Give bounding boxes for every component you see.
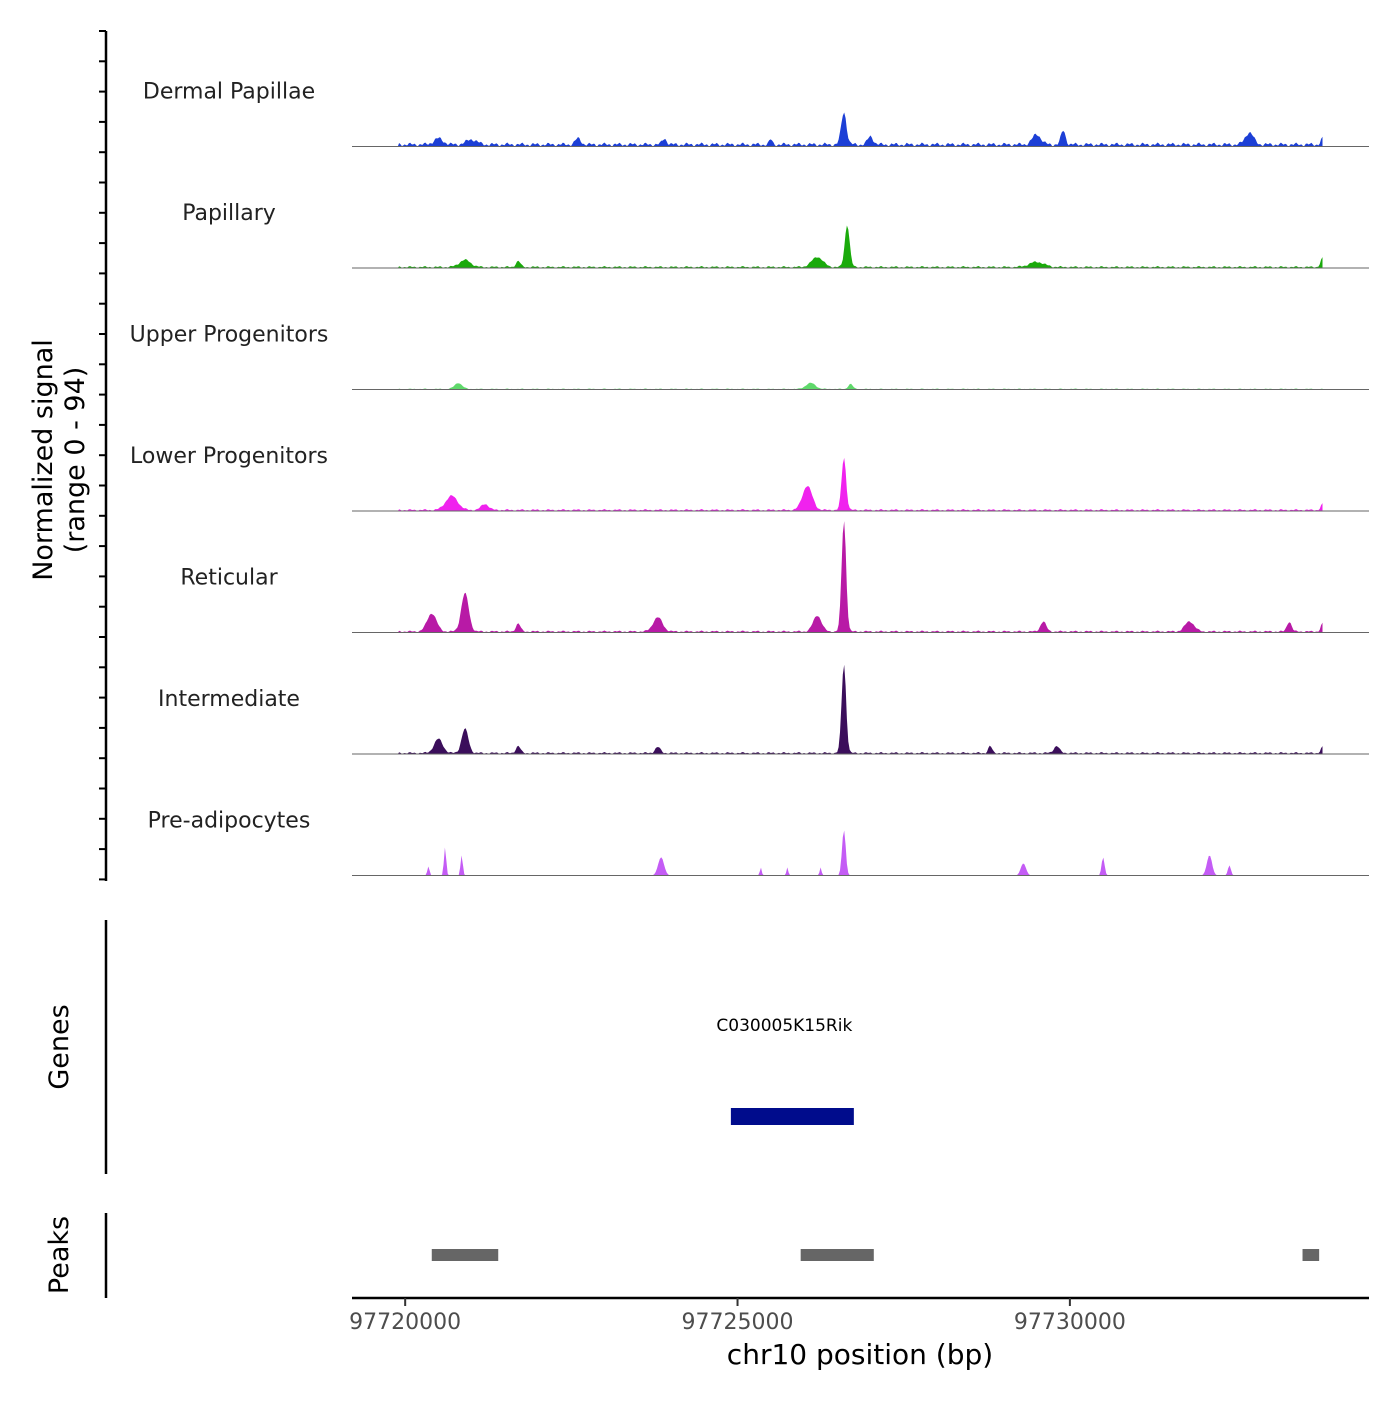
x-tick-label: 97720000 xyxy=(349,1310,461,1335)
track-signal-area xyxy=(352,112,1323,147)
peak-region xyxy=(800,1249,874,1261)
track-label: Intermediate xyxy=(158,687,300,712)
track-2: Upper Progenitors xyxy=(130,323,1369,390)
track-signal-area xyxy=(352,457,1323,511)
track-6: Pre-adipocytes xyxy=(148,809,1369,876)
track-signal-area xyxy=(352,830,1323,876)
track-signal-area xyxy=(352,382,1323,390)
genes-layer: C030005K15Rik xyxy=(716,1016,854,1125)
track-5: Intermediate xyxy=(158,664,1369,755)
track-signal-area xyxy=(352,664,1323,754)
track-label: Upper Progenitors xyxy=(130,323,329,348)
track-3: Lower Progenitors xyxy=(130,444,1369,512)
peak-region xyxy=(431,1249,499,1261)
track-label: Lower Progenitors xyxy=(130,444,328,469)
x-tick-label: 97725000 xyxy=(682,1310,794,1335)
gene-body xyxy=(730,1108,854,1125)
x-axis-ticks: 97720000 97725000 97730000 xyxy=(349,1298,1126,1335)
peaks-layer xyxy=(431,1249,1320,1261)
track-label: Dermal Papillae xyxy=(143,80,315,105)
track-1: Papillary xyxy=(182,201,1369,269)
track-signal-area xyxy=(352,521,1323,633)
signal-y-ticks xyxy=(99,30,106,881)
x-axis-label: chr10 position (bp) xyxy=(727,1338,993,1371)
x-tick-label: 97730000 xyxy=(1014,1310,1126,1335)
track-label: Reticular xyxy=(180,566,278,591)
y-axis-label-line1: Normalized signal xyxy=(28,339,59,581)
track-label: Pre-adipocytes xyxy=(148,809,311,834)
peaks-panel-label: Peaks xyxy=(44,1216,75,1294)
track-label: Papillary xyxy=(182,201,276,226)
track-signal-area xyxy=(352,225,1323,268)
peak-region xyxy=(1302,1249,1320,1261)
genes-panel-label: Genes xyxy=(44,1004,75,1089)
track-area: Dermal Papillae Papillary Upper Progenitor… xyxy=(130,80,1369,876)
track-0: Dermal Papillae xyxy=(143,80,1369,147)
track-4: Reticular xyxy=(180,521,1369,633)
gene-label: C030005K15Rik xyxy=(716,1016,852,1036)
y-axis-label-line2: (range 0 - 94) xyxy=(60,367,91,554)
